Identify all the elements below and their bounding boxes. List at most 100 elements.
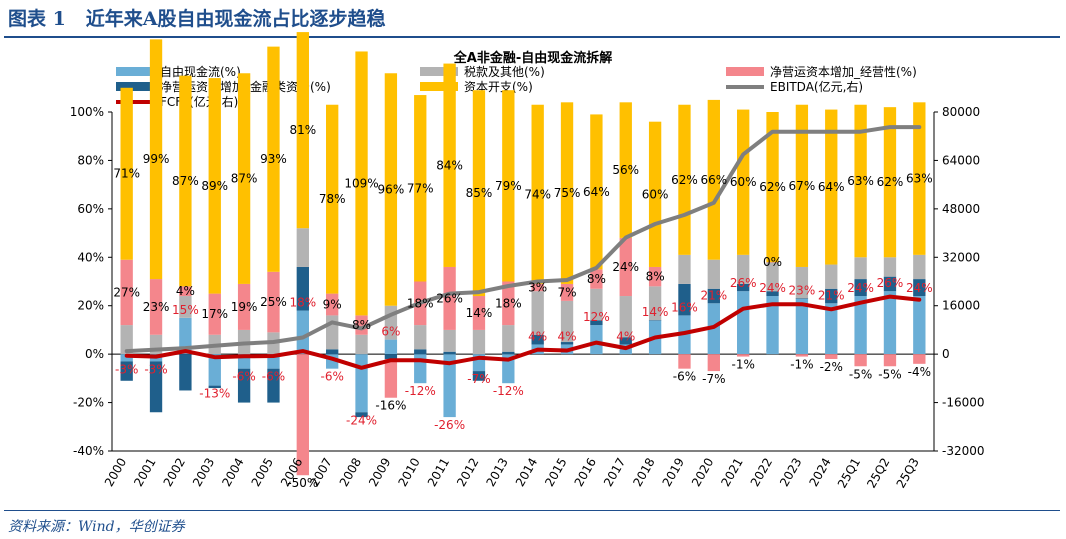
data-label-op: 8% (587, 272, 606, 286)
data-label-op: -1% (790, 358, 813, 372)
bar-capex (913, 102, 926, 255)
bar-op (120, 259, 133, 326)
bar-op (443, 266, 456, 330)
bar-fin (296, 266, 309, 311)
bar-tax (913, 254, 926, 280)
point-fcff (507, 358, 510, 361)
data-label-fcf: -7% (467, 372, 490, 386)
point-ebitda (389, 313, 393, 316)
point-ebitda (536, 280, 539, 283)
bar-tax (355, 334, 368, 355)
point-ebitda (624, 236, 627, 239)
y-right-tick-label: 16000 (942, 299, 980, 313)
x-tick-label: 2005 (249, 456, 276, 489)
data-label-op: -50% (287, 476, 318, 490)
y-right-tick-label: 80000 (942, 105, 980, 119)
point-ebitda (595, 266, 598, 270)
point-ebitda (918, 125, 921, 129)
point-fcff (360, 366, 363, 369)
point-fcff (712, 325, 716, 329)
data-label-capex: 87% (172, 174, 199, 188)
point-fcff (272, 354, 275, 358)
chart-title: 全A非金融-自由现金流拆解 (453, 50, 612, 66)
bar-fin (355, 412, 368, 418)
x-tick-label: 2004 (219, 456, 246, 489)
point-ebitda (830, 130, 833, 133)
x-tick-label: 2001 (131, 456, 158, 489)
bar-tax (825, 264, 838, 289)
point-ebitda (301, 336, 305, 339)
x-tick-label: 25Q1 (835, 456, 863, 491)
point-ebitda (184, 346, 187, 350)
bar-op (678, 354, 691, 369)
data-label-op: -7% (702, 372, 725, 386)
point-ebitda (330, 321, 334, 324)
bar-capex (825, 109, 838, 265)
bar-tax (766, 262, 779, 292)
point-fcff (154, 355, 158, 358)
x-tick-label: 2022 (748, 456, 775, 489)
point-fcff (448, 362, 451, 365)
bar-fin (737, 283, 750, 292)
bar-capex (443, 63, 456, 267)
figure-header: 图表 1 近年来A股自由现金流占比逐步趋稳 (0, 0, 1066, 40)
y-right-tick-label: 64000 (942, 153, 980, 167)
bar-op (707, 354, 720, 372)
point-fcff (184, 349, 187, 353)
bar-capex (531, 104, 544, 284)
bar-capex (707, 99, 720, 260)
point-fcff (301, 349, 305, 353)
legend-label-fcff: FCFF(亿元,右) (160, 94, 238, 109)
point-ebitda (741, 153, 745, 156)
data-label-capex: 64% (583, 185, 610, 199)
bar-capex (267, 46, 280, 272)
bar-tax (296, 228, 309, 267)
point-fcff (683, 331, 686, 335)
data-label-capex: 63% (847, 174, 874, 188)
point-fcff (389, 358, 393, 362)
y-left-tick-label: 0% (85, 347, 104, 361)
point-fcff (888, 295, 892, 298)
y-right-tick-label: -32000 (942, 444, 985, 458)
data-label-fcf: 15% (172, 303, 199, 317)
bar-op (267, 271, 280, 333)
point-ebitda (213, 344, 216, 347)
x-tick-label: 2013 (484, 455, 511, 488)
bar-op (619, 237, 632, 297)
data-label-capex: 96% (378, 182, 405, 196)
bar-fin (267, 368, 280, 403)
data-label-capex: 85% (466, 186, 493, 200)
data-label-fcf: -12% (405, 384, 436, 398)
point-ebitda (653, 222, 657, 226)
point-fcff (242, 355, 246, 358)
bar-fcf (443, 354, 456, 418)
data-label-capex: 67% (789, 179, 816, 193)
data-label-fcf: 4% (616, 329, 635, 343)
data-label-capex: 71% (113, 167, 140, 181)
bar-tax (414, 325, 427, 350)
data-label-fcf: 14% (642, 305, 669, 319)
bar-capex (795, 104, 809, 267)
bar-capex (883, 107, 897, 258)
data-label-op: -5% (849, 367, 872, 381)
x-tick-label: 2015 (542, 456, 569, 489)
data-label-fcf: 6% (381, 325, 400, 339)
point-fcff (624, 346, 627, 350)
x-tick-label: 2011 (425, 456, 452, 489)
bar-fin (149, 361, 163, 413)
source-note: 资料来源：Wind，华创证券 (8, 519, 185, 535)
point-fcff (536, 348, 539, 351)
point-ebitda (565, 278, 569, 282)
bar-fin (179, 354, 192, 391)
figure-title-text: 近年来A股自由现金流占比逐步趋稳 (85, 8, 386, 30)
data-label-op: -16% (375, 399, 406, 413)
bar-tax (707, 259, 720, 289)
bar-op (296, 354, 309, 476)
bar-op (531, 283, 544, 292)
point-fcff (477, 356, 481, 359)
data-label-fcf: 4% (558, 329, 577, 343)
bar-capex (560, 102, 574, 284)
y-left-tick-label: -20% (73, 396, 104, 410)
data-label-fcf: -3% (115, 362, 138, 376)
bar-fcf (766, 296, 779, 355)
